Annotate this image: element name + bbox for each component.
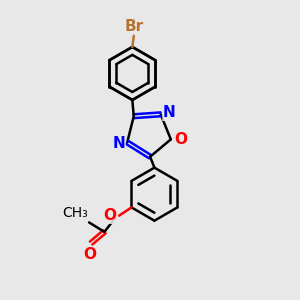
Text: Br: Br: [124, 19, 143, 34]
Text: N: N: [112, 136, 125, 152]
Text: O: O: [104, 208, 117, 223]
Text: N: N: [163, 105, 176, 120]
Text: CH₃: CH₃: [62, 206, 88, 220]
Text: O: O: [174, 132, 187, 147]
Text: O: O: [83, 247, 96, 262]
